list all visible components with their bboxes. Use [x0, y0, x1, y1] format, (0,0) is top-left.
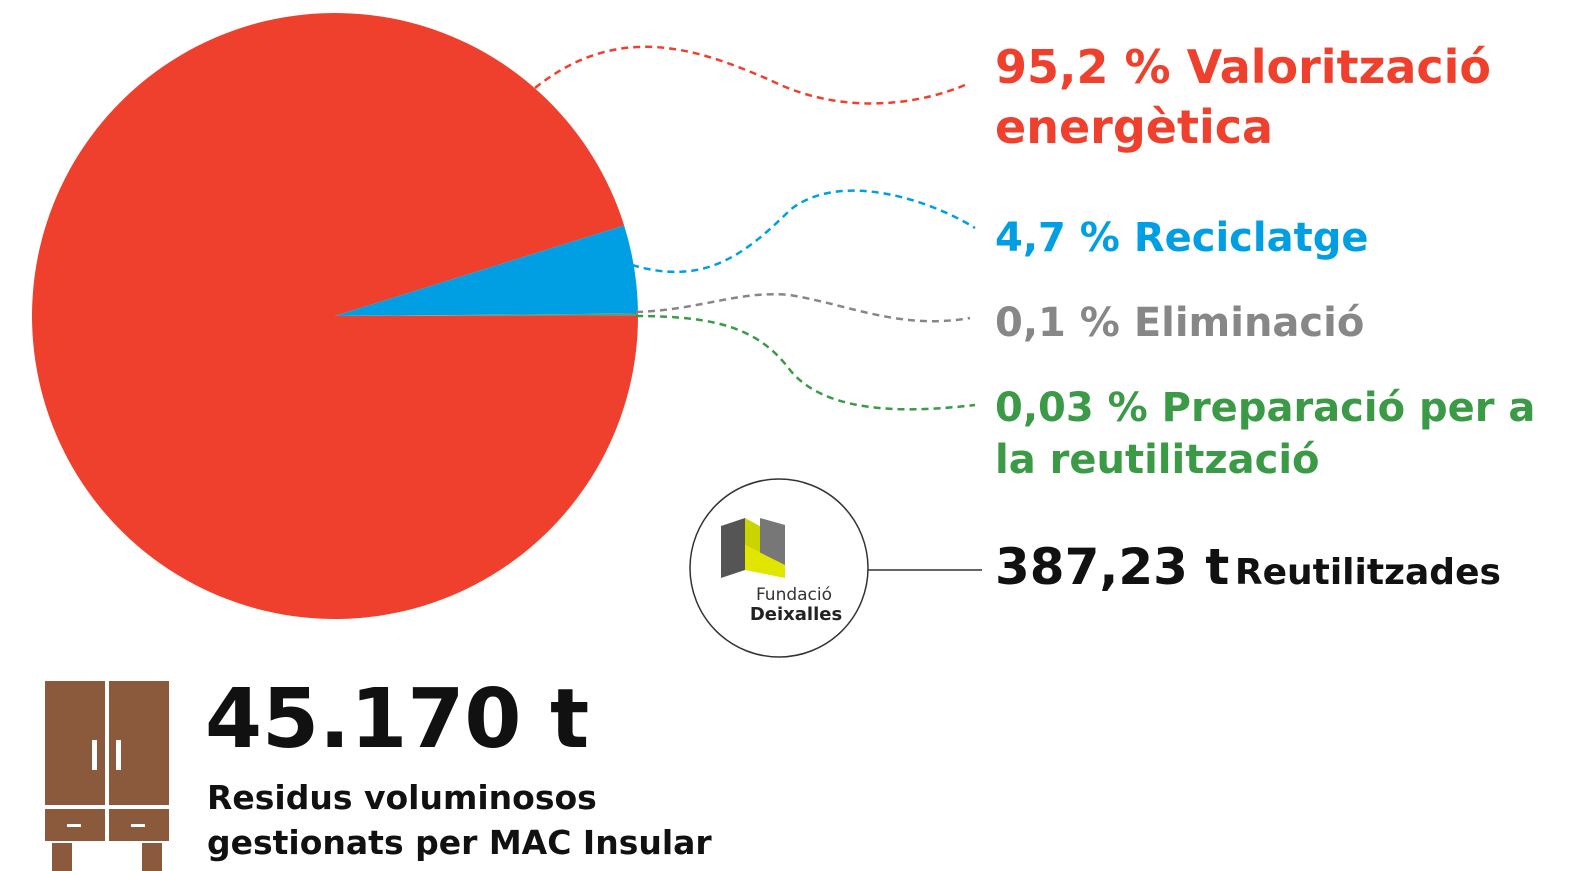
pie-slice — [335, 315, 638, 316]
category-label: Eliminació — [1133, 300, 1365, 346]
value-label: 95,2 % — [995, 40, 1171, 94]
reused-amount: 387,23 t — [995, 538, 1230, 596]
category-label: Preparació per a la reutilització — [995, 385, 1536, 483]
pie-slice — [335, 225, 638, 316]
pie-slice — [335, 313, 638, 316]
slice-label: 4,7 % Reciclatge — [995, 212, 1575, 264]
cabinet-icon — [45, 681, 169, 871]
pie-slice — [31, 12, 639, 619]
leader-line — [631, 189, 976, 274]
reused: 387,23 t Reutilitzades — [995, 538, 1501, 596]
leader-line — [635, 314, 976, 411]
category-label: Valorització energètica — [995, 40, 1492, 154]
total-amount: 45.170 t — [205, 672, 590, 767]
leader-line — [635, 293, 971, 323]
logo-text: Fundació — [756, 585, 832, 605]
leader-line — [534, 45, 966, 105]
slice-label: 95,2 % Valorització energètica — [995, 38, 1575, 158]
slice-label: 0,1 % Eliminació — [995, 297, 1575, 349]
logo-mark — [721, 518, 785, 578]
value-label: 0,1 % — [995, 300, 1120, 346]
slice-label: 0,03 % Preparació per a la reutilització — [995, 382, 1575, 486]
category-label: Reciclatge — [1133, 215, 1369, 261]
total-label: Residus voluminosos gestionats per MAC I… — [207, 778, 712, 862]
leaders — [534, 45, 976, 411]
reused-label: Reutilitzades — [1234, 552, 1501, 593]
pie — [31, 12, 639, 619]
value-label: 4,7 % — [995, 215, 1120, 261]
logo-text: Deixalles — [750, 604, 842, 625]
value-label: 0,03 % — [995, 385, 1148, 431]
